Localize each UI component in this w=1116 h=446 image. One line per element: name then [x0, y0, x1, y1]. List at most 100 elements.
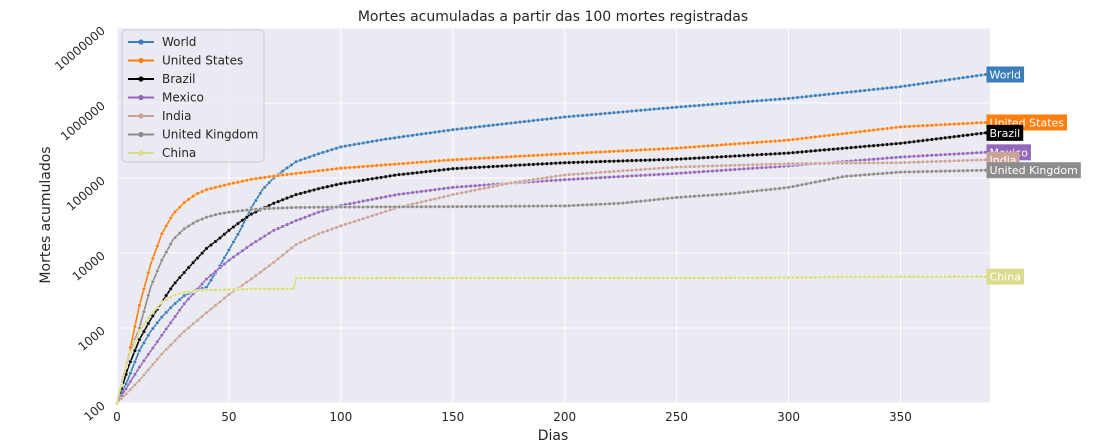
data-point-china [312, 276, 317, 281]
data-point-brazil [808, 149, 813, 154]
data-point-united-states [307, 169, 312, 174]
data-point-brazil [562, 160, 567, 165]
data-point-india [808, 161, 813, 166]
data-point-brazil [661, 157, 666, 162]
data-point-mexico [258, 236, 263, 241]
data-point-united-kingdom [379, 204, 384, 209]
data-point-world [782, 96, 787, 101]
data-point-brazil [531, 162, 536, 167]
data-point-china [289, 286, 294, 291]
data-point-china [889, 274, 894, 279]
data-point-brazil [652, 157, 657, 162]
data-point-india [249, 277, 254, 282]
data-point-united-kingdom [876, 171, 881, 176]
data-point-brazil [679, 156, 684, 161]
data-point-united-kingdom [728, 191, 733, 196]
data-point-world [137, 348, 142, 353]
data-point-brazil [132, 348, 137, 353]
data-point-united-states [401, 161, 406, 166]
data-point-brazil [128, 359, 133, 364]
data-point-brazil [298, 191, 303, 196]
data-point-india [558, 173, 563, 178]
data-point-india [531, 177, 536, 182]
legend-item: Mexico [128, 91, 204, 105]
data-point-india [213, 303, 218, 308]
data-point-united-kingdom [294, 205, 299, 210]
data-point-india [840, 161, 845, 166]
x-axis-title: Dias [538, 428, 569, 444]
data-point-united-states [535, 153, 540, 158]
data-point-united-states [495, 155, 500, 160]
data-point-world [889, 85, 894, 90]
data-point-china [423, 276, 428, 281]
data-point-india [746, 162, 751, 167]
legend-label: United Kingdom [162, 128, 258, 142]
data-point-united-states [647, 147, 652, 152]
data-point-united-kingdom [526, 204, 531, 209]
data-point-world [226, 247, 231, 252]
data-point-china [244, 287, 249, 292]
data-point-united-kingdom [808, 180, 813, 185]
data-point-china [347, 276, 352, 281]
data-point-world [777, 97, 782, 102]
data-point-china [473, 276, 478, 281]
data-point-china [249, 287, 254, 292]
data-point-india [974, 158, 979, 163]
data-point-india [661, 165, 666, 170]
legend-item: United Kingdom [128, 128, 258, 142]
data-point-india [961, 158, 966, 163]
x-tick-label: 250 [665, 410, 688, 424]
legend-label: China [162, 146, 196, 160]
data-point-china [907, 274, 912, 279]
data-point-world [294, 159, 299, 164]
data-point-united-states [692, 144, 697, 149]
data-point-united-states [392, 162, 397, 167]
data-point-united-kingdom [468, 204, 473, 209]
data-point-india [795, 161, 800, 166]
data-point-united-states [200, 189, 205, 194]
data-point-mexico [723, 168, 728, 173]
data-point-united-kingdom [710, 192, 715, 197]
data-point-world [647, 107, 652, 112]
data-point-world [576, 113, 581, 118]
data-point-world [979, 73, 984, 78]
data-point-united-states [352, 165, 357, 170]
data-point-mexico [880, 156, 885, 161]
data-point-united-kingdom [813, 180, 818, 185]
data-point-united-states [437, 158, 442, 163]
data-point-united-kingdom [504, 204, 509, 209]
data-point-world [325, 149, 330, 154]
series-united-states [114, 120, 988, 406]
data-point-united-states [706, 143, 711, 148]
data-point-united-kingdom [585, 202, 590, 207]
data-point-world [182, 293, 187, 298]
y-tick-label: 10000000 [52, 24, 108, 74]
data-point-united-kingdom [800, 182, 805, 187]
data-point-china [692, 276, 697, 281]
data-point-united-states [871, 128, 876, 133]
data-point-india [419, 199, 424, 204]
data-point-brazil [750, 152, 755, 157]
legend-marker [138, 57, 144, 64]
legend: World United States Brazil Mexico India Unite… [121, 29, 265, 163]
data-point-united-states [370, 163, 375, 168]
data-point-world [786, 96, 791, 101]
data-point-india [804, 161, 809, 166]
data-point-india [141, 373, 146, 378]
data-point-world [768, 97, 773, 102]
data-point-united-kingdom [276, 206, 281, 211]
data-point-brazil [701, 155, 706, 160]
data-point-china [316, 276, 321, 281]
data-point-brazil [849, 145, 854, 150]
data-point-world [397, 135, 402, 140]
data-point-mexico [585, 176, 590, 181]
data-point-china [164, 297, 169, 302]
data-point-brazil [670, 157, 675, 162]
data-point-india [455, 191, 460, 196]
data-point-united-states [764, 139, 769, 144]
data-point-united-kingdom [867, 172, 872, 177]
legend-box [121, 29, 265, 163]
data-point-world [585, 113, 590, 118]
data-point-india [549, 174, 554, 179]
